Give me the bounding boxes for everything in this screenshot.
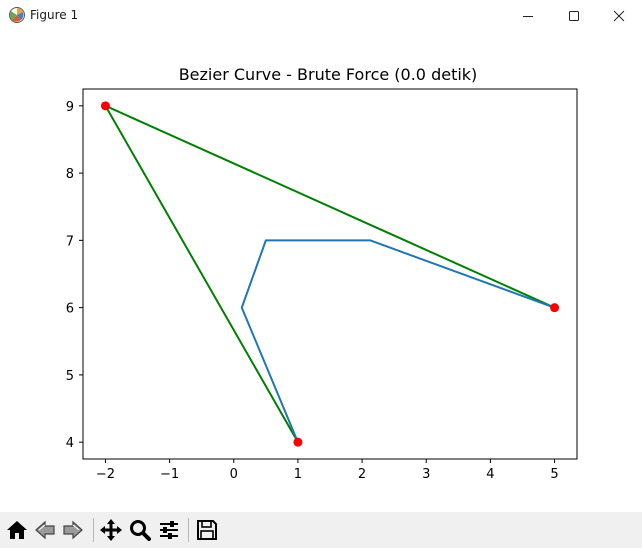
y-tick-label: 8	[66, 167, 74, 182]
forward-arrow-icon	[63, 520, 83, 540]
save-button[interactable]	[193, 516, 221, 544]
maximize-button[interactable]	[551, 0, 597, 32]
pan-move-icon	[100, 519, 122, 541]
figure-canvas[interactable]: Bezier Curve - Brute Force (0.0 detik) −…	[0, 32, 642, 512]
configure-subplots-icon	[160, 521, 178, 539]
zoom-magnifier-icon	[130, 520, 151, 541]
bezier-curve-line	[240, 239, 555, 443]
pan-button[interactable]	[97, 516, 125, 544]
home-icon	[7, 521, 27, 539]
x-tick-label: 4	[486, 467, 494, 482]
control-point-marker	[100, 101, 110, 111]
back-button[interactable]	[31, 516, 59, 544]
minimize-icon	[523, 16, 533, 17]
bezier-chart: Bezier Curve - Brute Force (0.0 detik) −…	[66, 65, 578, 482]
close-button[interactable]	[596, 0, 642, 32]
zoom-button[interactable]	[126, 516, 154, 544]
y-tick-label: 6	[66, 302, 74, 317]
control-polygon-line	[104, 104, 555, 443]
x-tick-label: 2	[358, 467, 366, 482]
control-point-marker	[550, 303, 560, 313]
chart-title: Bezier Curve - Brute Force (0.0 detik)	[179, 65, 478, 84]
toolbar-separator	[93, 518, 94, 542]
y-tick-label: 7	[66, 234, 74, 249]
x-tick-label: 1	[294, 467, 302, 482]
configure-subplots-button[interactable]	[155, 516, 183, 544]
x-tick-label: −2	[96, 467, 115, 482]
save-floppy-icon	[197, 520, 217, 540]
toolbar-separator	[188, 518, 189, 542]
control-point-marker	[293, 437, 303, 447]
matplotlib-figure-icon	[9, 7, 25, 23]
close-icon	[613, 10, 625, 22]
axes-frame	[82, 88, 578, 460]
forward-button[interactable]	[59, 516, 87, 544]
x-tick-label: −1	[160, 467, 179, 482]
window-title: Figure 1	[30, 8, 79, 22]
y-tick-label: 5	[66, 369, 74, 384]
x-tick-label: 5	[550, 467, 558, 482]
y-tick-label: 9	[66, 100, 74, 115]
minimize-button[interactable]	[505, 0, 551, 32]
maximize-icon	[569, 11, 579, 21]
back-arrow-icon	[35, 520, 55, 540]
window-titlebar[interactable]: Figure 1	[0, 0, 642, 32]
x-tick-label: 3	[422, 467, 430, 482]
y-tick-label: 4	[66, 436, 74, 451]
home-button[interactable]	[3, 516, 31, 544]
x-tick-label: 0	[230, 467, 238, 482]
navigation-toolbar	[0, 512, 642, 548]
